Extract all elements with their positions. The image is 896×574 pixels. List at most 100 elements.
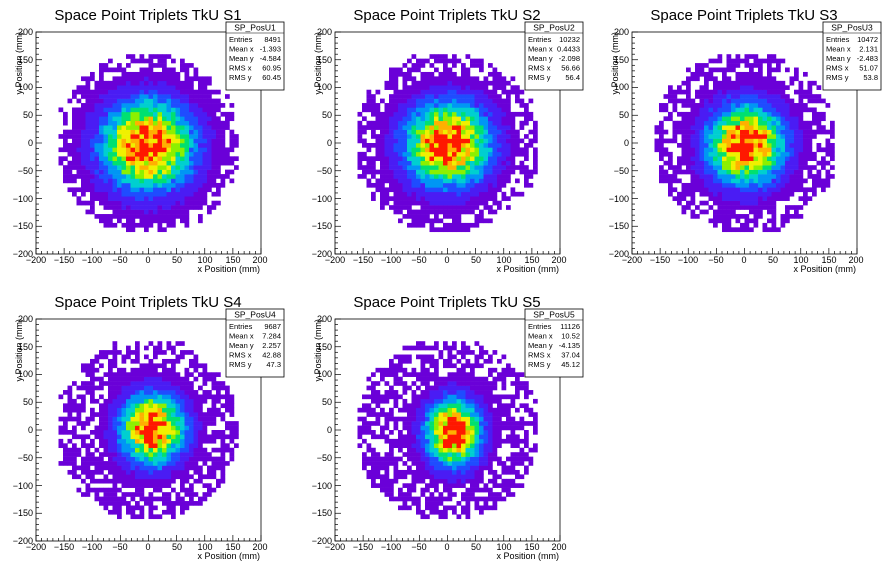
heatmap-cell xyxy=(713,138,718,144)
heatmap-cell xyxy=(366,430,372,435)
heatmap-cell xyxy=(121,443,127,449)
heatmap-cell xyxy=(479,67,484,73)
heatmap-cell xyxy=(90,98,95,104)
heatmap-cell xyxy=(452,209,457,215)
heatmap-cell xyxy=(117,169,122,175)
heatmap-cell xyxy=(704,76,709,82)
heatmap-cell xyxy=(420,214,426,219)
heatmap-cell xyxy=(447,76,453,82)
heatmap-cell xyxy=(126,138,131,144)
heatmap-cell xyxy=(112,174,118,179)
heatmap-cell xyxy=(384,412,390,417)
heatmap-cell xyxy=(216,138,221,144)
heatmap-cell xyxy=(402,63,408,68)
heatmap-cell xyxy=(202,191,208,197)
heatmap-cell xyxy=(162,174,167,179)
heatmap-cell xyxy=(121,496,127,502)
heatmap-cell xyxy=(121,169,127,175)
heatmap-cell xyxy=(780,178,786,184)
heatmap-cell xyxy=(108,156,113,162)
heatmap-cell xyxy=(135,514,140,520)
heatmap-cell xyxy=(211,407,217,413)
heatmap-cell xyxy=(171,205,176,210)
heatmap-cell xyxy=(112,125,118,130)
heatmap-cell xyxy=(103,205,109,210)
heatmap-cell xyxy=(767,85,772,90)
heatmap-cell xyxy=(492,98,498,104)
heatmap-cell xyxy=(699,200,705,206)
heatmap-cell xyxy=(429,147,435,153)
heatmap-cell xyxy=(465,89,471,95)
heatmap-cell xyxy=(81,111,86,117)
y-tick-label: −100 xyxy=(312,194,332,204)
heatmap-cell xyxy=(171,134,176,139)
heatmap-cell xyxy=(429,54,435,59)
heatmap-cell xyxy=(695,107,700,113)
heatmap-cell xyxy=(740,125,745,130)
heatmap-cell xyxy=(663,147,669,153)
heatmap-cell xyxy=(90,116,95,122)
heatmap-cell xyxy=(366,385,372,391)
stats-name: SP_PosU4 xyxy=(234,310,276,320)
heatmap-cell xyxy=(420,160,426,166)
heatmap-cell xyxy=(744,120,750,126)
heatmap-cell xyxy=(153,345,158,351)
heatmap-cell xyxy=(108,443,113,449)
heatmap-cell xyxy=(677,191,682,197)
heatmap-cell xyxy=(121,354,127,360)
heatmap-cell xyxy=(166,412,172,417)
heatmap-cell xyxy=(76,434,82,440)
heatmap-cell xyxy=(447,147,453,153)
heatmap-cell xyxy=(497,156,502,162)
heatmap-cell xyxy=(659,169,664,175)
heatmap-cell xyxy=(144,452,149,457)
heatmap-cell xyxy=(398,89,403,95)
heatmap-cell xyxy=(139,94,145,99)
heatmap-cell xyxy=(148,143,154,148)
heatmap-cell xyxy=(447,80,453,86)
heatmap-cell xyxy=(148,403,154,409)
heatmap-cell xyxy=(121,165,127,170)
heatmap-cell xyxy=(438,174,444,179)
heatmap-cell xyxy=(749,165,754,170)
heatmap-cell xyxy=(220,394,226,400)
heatmap-cell xyxy=(776,151,781,157)
heatmap-cell xyxy=(411,98,417,104)
heatmap-cell xyxy=(166,98,172,104)
heatmap-cell xyxy=(416,165,421,170)
heatmap-cell xyxy=(731,165,736,170)
heatmap-cell xyxy=(816,125,822,130)
heatmap-cell xyxy=(184,394,190,400)
heatmap-cell xyxy=(189,187,194,193)
heatmap-cell xyxy=(135,367,140,373)
heatmap-cell xyxy=(148,67,154,73)
heatmap-cell xyxy=(474,134,480,139)
heatmap-cell xyxy=(117,103,122,108)
heatmap-cell xyxy=(81,381,86,386)
heatmap-cell xyxy=(162,71,167,77)
heatmap-cell xyxy=(153,182,158,188)
heatmap-cell xyxy=(393,94,399,99)
heatmap-cell xyxy=(767,54,772,59)
heatmap-cell xyxy=(380,169,385,175)
heatmap-cell xyxy=(112,434,118,440)
heatmap-cell xyxy=(126,214,131,219)
heatmap-cell xyxy=(99,138,104,144)
heatmap-cell xyxy=(699,63,705,68)
heatmap-cell xyxy=(492,147,498,153)
heatmap-cell xyxy=(202,452,208,457)
heatmap-cell xyxy=(153,461,158,466)
heatmap-cell xyxy=(135,345,140,351)
heatmap-cell xyxy=(488,116,493,122)
heatmap-cell xyxy=(121,209,127,215)
heatmap-cell xyxy=(686,169,691,175)
heatmap-cell xyxy=(189,138,194,144)
heatmap-cell xyxy=(744,160,750,166)
heatmap-cell xyxy=(483,89,489,95)
heatmap-cell xyxy=(148,385,154,391)
heatmap-cell xyxy=(677,160,682,166)
heatmap-cell xyxy=(94,125,100,130)
heatmap-cell xyxy=(225,398,230,404)
heatmap-cell xyxy=(452,134,457,139)
heatmap-cell xyxy=(708,111,714,117)
